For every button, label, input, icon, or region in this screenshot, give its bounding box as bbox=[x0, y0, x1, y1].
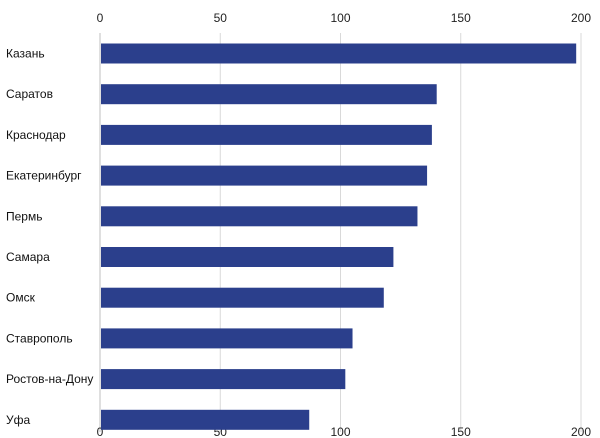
category-label: Краснодар bbox=[6, 128, 66, 142]
category-label: Казань bbox=[6, 47, 45, 61]
category-label: Пермь bbox=[6, 209, 42, 223]
category-label: Омск bbox=[6, 291, 36, 305]
category-label: Ростов-на-Дону bbox=[6, 372, 93, 386]
x-tick-label-bottom: 0 bbox=[97, 425, 104, 438]
bar bbox=[101, 124, 432, 145]
x-tick-label-top: 200 bbox=[571, 11, 591, 25]
bar bbox=[101, 206, 418, 227]
bar bbox=[101, 43, 577, 64]
bar bbox=[101, 369, 346, 390]
category-labels: Казань Саратов Краснодар Екатеринбург Пермь С… bbox=[6, 47, 93, 427]
bar bbox=[101, 287, 384, 308]
x-tick-label-bottom: 200 bbox=[571, 425, 591, 438]
bar bbox=[101, 247, 394, 267]
category-label: Саратов bbox=[6, 87, 53, 101]
bar bbox=[101, 165, 428, 186]
bar bbox=[101, 328, 353, 349]
x-tick-label-top: 50 bbox=[214, 11, 228, 25]
x-tick-label-top: 0 bbox=[97, 11, 104, 25]
x-tick-label-bottom: 150 bbox=[451, 425, 471, 438]
x-tick-label-bottom: 100 bbox=[330, 425, 350, 438]
bars bbox=[101, 43, 577, 430]
category-label: Ставрополь bbox=[6, 331, 73, 345]
x-tick-label-top: 100 bbox=[330, 11, 350, 25]
category-label: Екатеринбург bbox=[6, 169, 82, 183]
bar bbox=[101, 409, 310, 430]
category-label: Самара bbox=[6, 250, 50, 264]
x-tick-label-top: 150 bbox=[451, 11, 471, 25]
x-axis-top-ticks: 0 50 100 150 200 bbox=[97, 11, 592, 25]
bar bbox=[101, 84, 437, 105]
category-label: Уфа bbox=[6, 413, 30, 427]
